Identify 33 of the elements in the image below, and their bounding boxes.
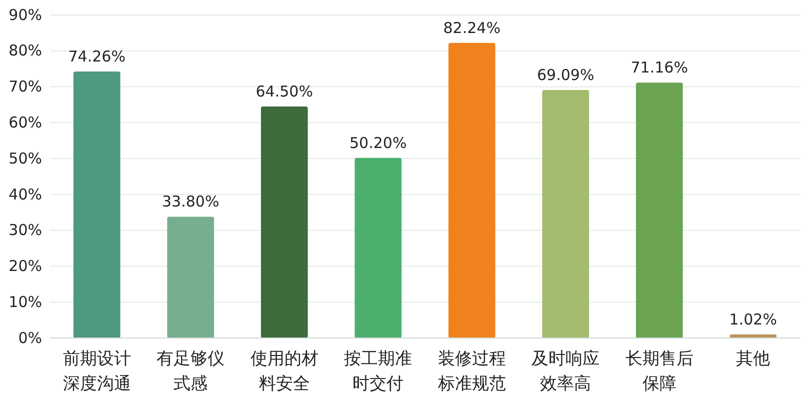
y-tick-label: 90% <box>8 6 42 24</box>
y-tick-label: 80% <box>8 42 42 60</box>
data-label: 82.24% <box>443 18 500 37</box>
y-tick-label: 20% <box>8 257 42 276</box>
data-label: 69.09% <box>537 66 594 84</box>
x-tick-label: 及时响应效率高 <box>532 349 600 394</box>
y-tick-label: 10% <box>8 292 42 311</box>
bar <box>448 42 496 338</box>
data-label: 71.16% <box>630 58 688 77</box>
data-label: 64.50% <box>256 82 313 101</box>
bar <box>354 158 402 338</box>
x-tick-label: 前期设计深度沟通 <box>62 349 131 394</box>
y-tick-label: 70% <box>8 78 42 96</box>
data-label: 33.80% <box>162 192 220 211</box>
y-tick-label: 50% <box>8 149 42 168</box>
y-tick-label: 0% <box>18 328 42 347</box>
bar <box>542 90 590 338</box>
bar <box>167 216 214 338</box>
bar <box>636 82 683 338</box>
data-label: 74.26% <box>68 47 126 66</box>
y-tick-label: 30% <box>8 221 42 240</box>
x-tick-label: 有足够仪式感 <box>156 349 225 394</box>
x-tick-label: 按工期准时交付 <box>344 349 412 394</box>
x-tick-label: 装修过程标准规范 <box>436 349 506 394</box>
x-tick-label: 使用的材料安全 <box>250 349 318 394</box>
data-label: 1.02% <box>729 310 777 328</box>
y-tick-label: 40% <box>8 185 42 204</box>
data-label: 50.20% <box>350 134 407 152</box>
y-tick-label: 60% <box>8 113 42 132</box>
bar <box>260 106 308 338</box>
x-tick-label: 其他 <box>736 349 770 369</box>
bar <box>73 71 120 338</box>
x-tick-label: 长期售后保障 <box>625 349 694 394</box>
